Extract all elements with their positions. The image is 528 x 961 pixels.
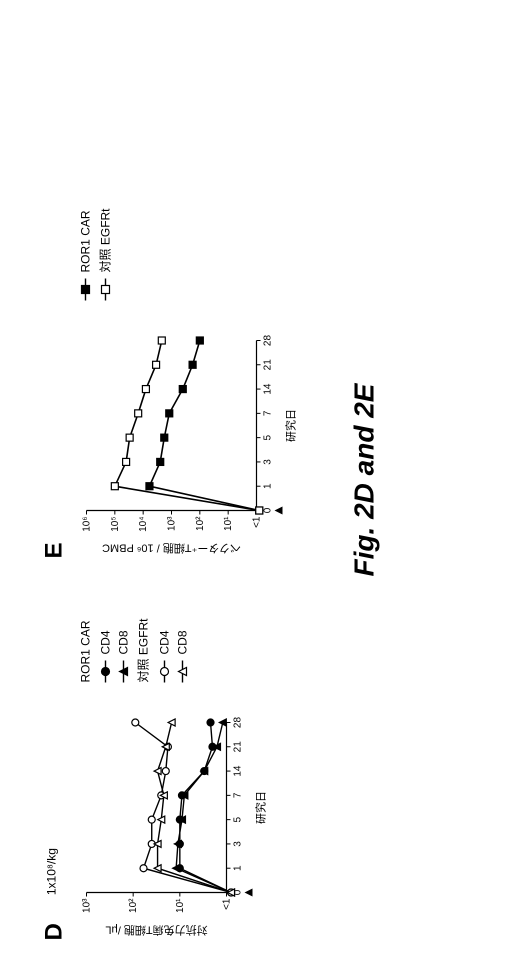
legend-marker-icon	[79, 278, 93, 300]
legend-item: CD4	[99, 618, 113, 682]
legend-item: CD8	[117, 618, 131, 682]
svg-text:<1: <1	[222, 898, 233, 910]
chart-d: <110¹10²10³01357142128研究日対抗力免痫T細胞 /μL	[69, 701, 279, 941]
legend-label: 対照 EGFRt	[97, 208, 114, 272]
svg-text:14: 14	[233, 765, 244, 777]
svg-text:14: 14	[263, 383, 274, 395]
svg-text:28: 28	[263, 334, 274, 346]
svg-text:10⁵: 10⁵	[110, 516, 121, 531]
figure-container: D 1x10⁸/kg <1 10¹ 10² 10³ 0 1 3 5 7 14 21 28 研究日対抗力免…	[1, 0, 528, 961]
svg-text:1: 1	[263, 483, 274, 489]
svg-text:10³: 10³	[82, 898, 93, 913]
legend-item: CD4	[158, 618, 172, 682]
svg-text:ベクター⁺T細胞 / 10⁶ PBMC: ベクター⁺T細胞 / 10⁶ PBMC	[102, 541, 241, 554]
legend-group-title: 対照 EGFRt	[135, 618, 152, 682]
legend-label: ROR1 CAR	[79, 210, 93, 272]
legend-e: ROR1 CAR 対照 EGFRt	[79, 208, 114, 300]
svg-text:3: 3	[233, 841, 244, 847]
svg-text:10²: 10²	[195, 516, 206, 531]
svg-text:対抗力免痫T細胞 /μL: 対抗力免痫T細胞 /μL	[105, 924, 207, 938]
svg-text:3: 3	[263, 459, 274, 465]
legend-item: CD8	[176, 618, 190, 682]
svg-text:28: 28	[233, 717, 244, 729]
panel-e-label: E	[41, 542, 69, 558]
legend-item: 対照 EGFRt	[97, 208, 114, 300]
legend-marker-icon	[176, 661, 190, 683]
legend-item: ROR1 CAR	[79, 208, 93, 300]
panels-row: D 1x10⁸/kg <1 10¹ 10² 10³ 0 1 3 5 7 14 21 28 研究日対抗力免…	[1, 0, 319, 961]
legend-group-title: ROR1 CAR	[79, 618, 93, 682]
legend-marker-icon	[117, 661, 131, 683]
legend-label: CD4	[158, 630, 172, 654]
svg-text:10⁶: 10⁶	[82, 516, 93, 531]
svg-text:1: 1	[233, 865, 244, 871]
svg-text:<1: <1	[252, 516, 263, 528]
legend-marker-icon	[98, 278, 112, 300]
chart-e: <1 10¹ 10² 10³ 10⁴ 10⁵ 10⁶ 0 1 3 5 7 14 21 28 研究日ベクター⁺T…	[69, 318, 309, 558]
svg-text:10³: 10³	[167, 516, 178, 531]
svg-text:研究日: 研究日	[254, 791, 268, 824]
svg-text:10¹: 10¹	[175, 898, 186, 913]
svg-text:21: 21	[233, 741, 244, 753]
panel-d-label: D	[41, 923, 69, 940]
svg-text:10¹: 10¹	[223, 516, 234, 531]
svg-text:0: 0	[263, 507, 274, 513]
svg-text:7: 7	[233, 792, 244, 798]
panel-d-dose: 1x10⁸/kg	[45, 848, 59, 895]
legend-label: CD4	[99, 630, 113, 654]
legend-label: CD8	[117, 630, 131, 654]
svg-text:10²: 10²	[128, 898, 139, 913]
svg-text:7: 7	[263, 410, 274, 416]
figure-caption: Fig. 2D and 2E	[349, 0, 381, 961]
svg-text:5: 5	[233, 816, 244, 822]
panel-d: D 1x10⁸/kg <110¹10²10³01357142128研究日対抗力免…	[41, 618, 279, 940]
legend-label: CD8	[176, 630, 190, 654]
panel-e: E <1 10¹ 10² 10³ 10⁴ 10⁵ 10⁶ 0 1 3 5 7 14 21 28 研究日ベクター…	[41, 208, 309, 558]
legend-d: ROR1 CAR CD4 CD8 対照 EGFRt CD4 CD8	[79, 618, 190, 682]
svg-text:21: 21	[263, 359, 274, 371]
svg-text:10⁴: 10⁴	[138, 516, 149, 531]
svg-text:5: 5	[263, 434, 274, 440]
svg-text:研究日: 研究日	[284, 409, 298, 442]
legend-marker-icon	[99, 661, 113, 683]
legend-marker-icon	[158, 661, 172, 683]
